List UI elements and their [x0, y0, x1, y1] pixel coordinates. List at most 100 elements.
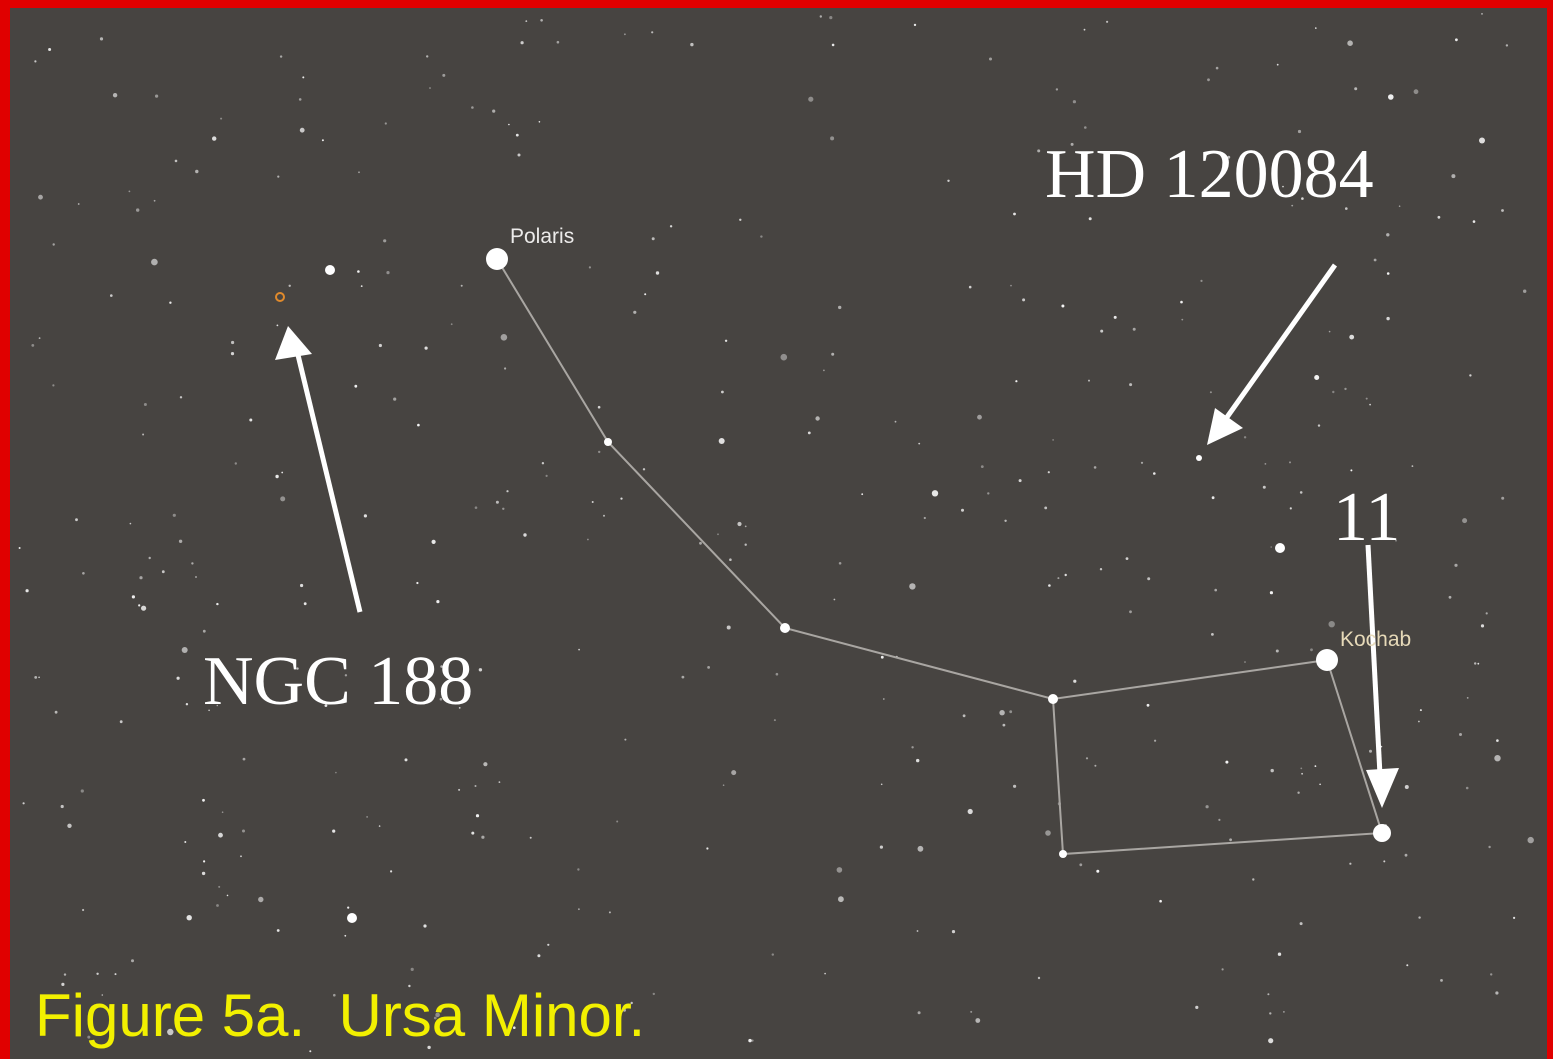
star [242, 830, 245, 833]
star [1211, 633, 1214, 636]
star [53, 243, 55, 245]
star [1147, 704, 1150, 707]
star [1195, 1006, 1198, 1009]
star [436, 600, 439, 603]
star [423, 924, 426, 927]
star [1159, 900, 1162, 903]
star [598, 451, 600, 453]
star [1275, 543, 1285, 553]
star [78, 203, 80, 205]
star [280, 496, 285, 501]
star [1414, 89, 1419, 94]
star [23, 802, 25, 804]
star [751, 1040, 753, 1042]
star [540, 19, 543, 22]
star [961, 509, 964, 512]
star [739, 219, 741, 221]
star [1481, 13, 1483, 15]
star [202, 872, 205, 875]
annotation: 11 [1333, 479, 1400, 556]
star [154, 200, 156, 202]
star [344, 935, 346, 937]
star [479, 668, 482, 671]
star [34, 676, 37, 679]
star [1038, 977, 1040, 979]
star [347, 907, 349, 909]
star [975, 1018, 980, 1023]
star [1310, 648, 1313, 651]
star [546, 475, 548, 477]
star [760, 235, 762, 237]
star [1216, 67, 1219, 70]
star [332, 830, 335, 833]
star [1454, 564, 1457, 567]
star [411, 968, 414, 971]
star [1015, 380, 1017, 382]
star [1037, 149, 1040, 152]
star [1094, 466, 1097, 469]
star [202, 799, 205, 802]
star [129, 191, 131, 193]
star [132, 595, 135, 598]
star [774, 719, 776, 721]
star [651, 31, 653, 33]
star [1268, 1038, 1273, 1043]
star [383, 239, 386, 242]
star [1048, 584, 1051, 587]
star [1154, 740, 1156, 742]
star [1495, 991, 1498, 994]
star [499, 781, 501, 783]
star [1418, 916, 1420, 918]
star [1374, 259, 1377, 262]
star [815, 416, 819, 420]
star [653, 993, 655, 995]
star [180, 396, 182, 398]
star [52, 384, 54, 386]
star [1244, 661, 1246, 663]
star [1263, 486, 1266, 489]
star [1225, 761, 1228, 764]
star [776, 673, 779, 676]
star [918, 443, 920, 445]
star [120, 720, 123, 723]
star [737, 522, 741, 526]
star [240, 855, 242, 857]
star [26, 589, 29, 592]
star [1490, 973, 1492, 975]
star [1267, 993, 1269, 995]
star [1486, 612, 1488, 614]
star [745, 544, 747, 546]
star [277, 325, 279, 327]
star [136, 208, 139, 211]
star [883, 698, 885, 700]
star [506, 490, 508, 492]
star [1106, 21, 1108, 23]
star [1501, 497, 1504, 500]
star [299, 98, 302, 101]
star [203, 860, 205, 862]
star [1057, 577, 1059, 579]
star [504, 367, 506, 369]
star [1244, 436, 1246, 438]
star [1506, 44, 1508, 46]
star [1086, 757, 1088, 759]
star [839, 562, 842, 565]
star [1052, 439, 1054, 441]
star [393, 398, 396, 401]
star [289, 285, 291, 287]
star [1315, 765, 1317, 767]
star [385, 122, 387, 124]
star [277, 929, 280, 932]
star [999, 710, 1004, 715]
star [1269, 1012, 1271, 1014]
star [1277, 64, 1279, 66]
star [911, 746, 913, 748]
star [1300, 491, 1303, 494]
star [1147, 577, 1150, 580]
star [281, 472, 283, 474]
star [1153, 472, 1156, 475]
star [690, 43, 693, 46]
star [169, 302, 171, 304]
star [335, 772, 337, 774]
caption: Figure 5a. Ursa Minor. [35, 982, 645, 1049]
